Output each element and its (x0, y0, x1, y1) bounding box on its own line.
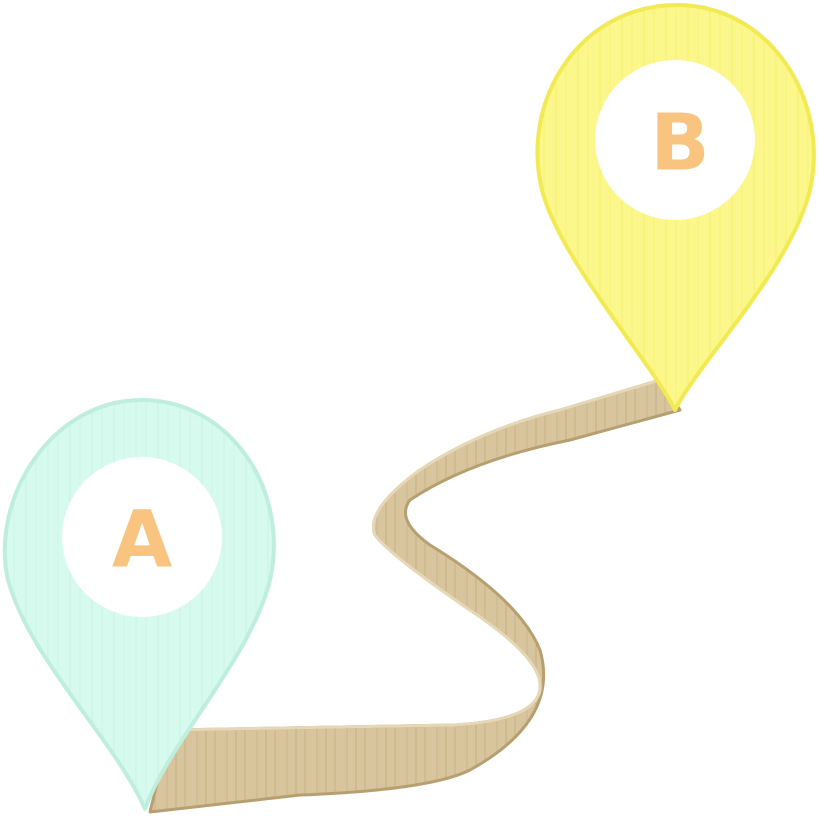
pin-b: B (535, 3, 816, 412)
winding-path-icon (148, 378, 682, 814)
pin-a-label: A (112, 495, 172, 585)
pin-b-label: B (650, 98, 709, 188)
pin-b-badge (595, 60, 755, 220)
pin-a: A (2, 398, 276, 811)
pin-a-badge (62, 457, 222, 617)
